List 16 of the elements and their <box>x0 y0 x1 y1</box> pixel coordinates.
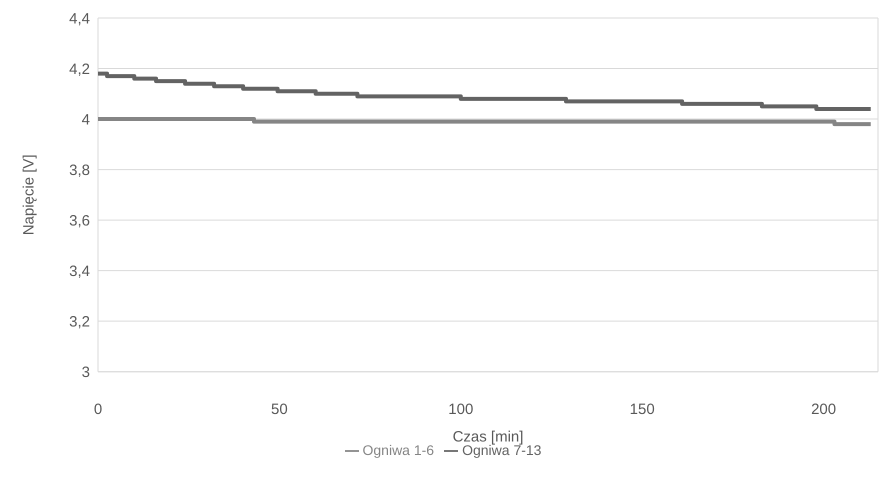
y-tick-label: 3,8 <box>69 162 90 179</box>
y-tick-label: 4,4 <box>69 10 90 28</box>
x-tick-label: 0 <box>94 401 102 418</box>
y-tick-label: 4,2 <box>69 60 90 78</box>
y-axis-title: Napięcie [V] <box>20 154 38 236</box>
y-tick-label: 3,6 <box>69 212 90 230</box>
legend-label: Ogniwa 1-6 <box>362 442 434 458</box>
x-tick-label: 200 <box>811 401 836 418</box>
x-tick-label: 150 <box>630 401 655 418</box>
y-tick-label: 3 <box>82 364 90 382</box>
y-tick-label: 3,2 <box>69 314 90 330</box>
y-tick-label: 3,4 <box>69 262 90 280</box>
x-axis-title: Czas [min] <box>452 428 524 446</box>
x-tick-label: 100 <box>448 401 474 418</box>
y-tick-label: 4 <box>82 111 90 128</box>
x-tick-label: 50 <box>271 401 288 418</box>
